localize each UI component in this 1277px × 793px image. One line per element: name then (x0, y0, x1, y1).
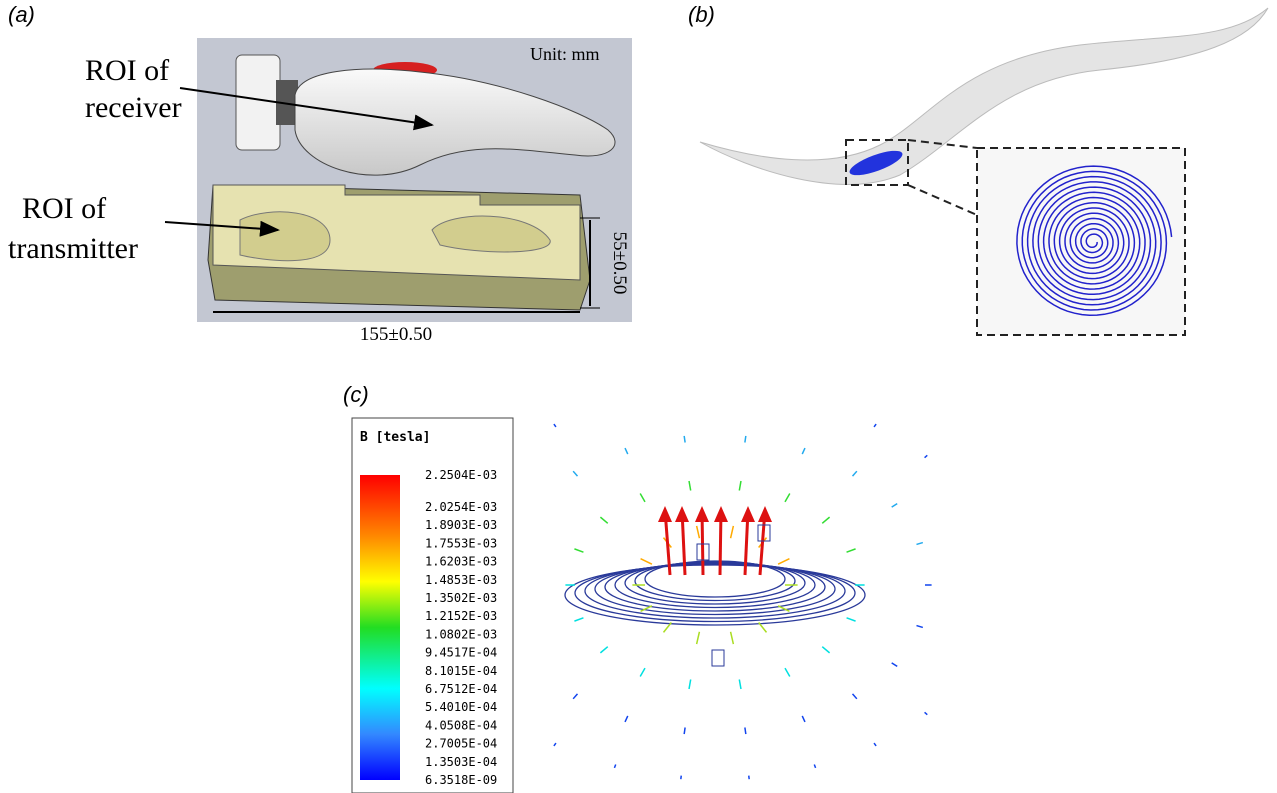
field-vector (573, 471, 577, 476)
field-vector (802, 448, 805, 454)
field-vector (614, 765, 615, 768)
field-vector (641, 559, 652, 564)
field-vector (785, 494, 790, 502)
field-vector (731, 526, 734, 538)
legend-value: 1.0802E-03 (425, 627, 497, 641)
panel-label: (b) (688, 2, 715, 27)
field-vector (739, 481, 741, 490)
field-vector (814, 765, 815, 768)
field-plot (554, 424, 932, 779)
panel-label: (a) (8, 2, 35, 27)
dimension-label: 155±0.50 (360, 324, 432, 345)
unit-label: Unit: mm (530, 44, 600, 64)
field-vector-head (675, 506, 689, 522)
legend-value: 1.2152E-03 (425, 609, 497, 623)
field-vector (874, 424, 876, 427)
field-vector (731, 632, 734, 644)
panel-label: (c) (343, 382, 369, 407)
legend-value: 6.3518E-09 (425, 773, 497, 787)
field-vector-head (695, 506, 709, 522)
field-vector (822, 517, 829, 523)
field-vector (574, 618, 583, 621)
legend-value: 1.3503E-04 (425, 755, 497, 769)
field-vector (745, 728, 746, 735)
field-vector (847, 549, 856, 552)
color-bar (360, 475, 400, 780)
field-vector (874, 743, 876, 746)
field-vector (684, 728, 685, 735)
field-vector (697, 632, 700, 644)
legend-value: 8.1015E-04 (425, 664, 497, 678)
field-vector (853, 694, 857, 699)
figure: (a) ROI of receiver ROI of transmitter U… (0, 0, 1277, 793)
legend-value: 1.3502E-03 (425, 591, 497, 605)
field-vector (554, 424, 556, 427)
field-vector (847, 618, 856, 621)
field-vector-head (741, 506, 755, 522)
annotation: ROI of (85, 54, 169, 87)
annotation: receiver (85, 91, 182, 124)
dimension-label: 55±0.50 (609, 232, 630, 295)
legend-value: 1.8903E-03 (425, 518, 497, 532)
field-vector (739, 680, 741, 689)
legend-value: 6.7512E-04 (425, 682, 497, 696)
legend-value: 1.6203E-03 (425, 555, 497, 569)
legend-value: 5.4010E-04 (425, 700, 497, 714)
field-vector (573, 694, 577, 699)
coil-turn (635, 562, 795, 601)
field-vector (785, 668, 790, 676)
field-vector (625, 448, 628, 454)
field-vector (574, 549, 583, 552)
field-vector (640, 494, 645, 502)
coil-turn (645, 561, 785, 597)
legend-value: 2.2504E-03 (425, 468, 497, 482)
field-vector (745, 436, 746, 443)
field-vector-head (658, 506, 672, 522)
field-vector (625, 716, 628, 722)
zoom-line (908, 185, 977, 215)
field-vector (689, 680, 691, 689)
field-vector (916, 626, 922, 628)
field-vector (925, 455, 928, 457)
field-vector (600, 517, 607, 523)
annotation: transmitter (8, 232, 138, 265)
field-vector-head (714, 506, 728, 522)
legend-value: 1.7553E-03 (425, 536, 497, 550)
field-vector-head (758, 506, 772, 522)
field-vector (600, 647, 607, 653)
annotation: ROI of (22, 192, 106, 225)
field-vector (853, 471, 857, 476)
field-vector (892, 663, 898, 667)
field-vector (892, 504, 898, 508)
field-vector (684, 436, 685, 443)
port (712, 650, 724, 666)
field-vector (697, 526, 700, 538)
field-vector (689, 481, 691, 490)
legend-value: 4.0508E-04 (425, 718, 497, 732)
field-vector (554, 743, 556, 746)
legend-value: 2.0254E-03 (425, 500, 497, 514)
legend-value: 1.4853E-03 (425, 573, 497, 587)
legend-title: B [tesla] (360, 430, 430, 445)
field-vector (778, 559, 789, 564)
field-vector (925, 712, 928, 714)
field-vector (916, 543, 922, 545)
legend-value: 9.4517E-04 (425, 646, 497, 660)
field-vector (822, 647, 829, 653)
field-vector (802, 716, 805, 722)
field-vector (640, 668, 645, 676)
legend-value: 2.7005E-04 (425, 737, 497, 751)
